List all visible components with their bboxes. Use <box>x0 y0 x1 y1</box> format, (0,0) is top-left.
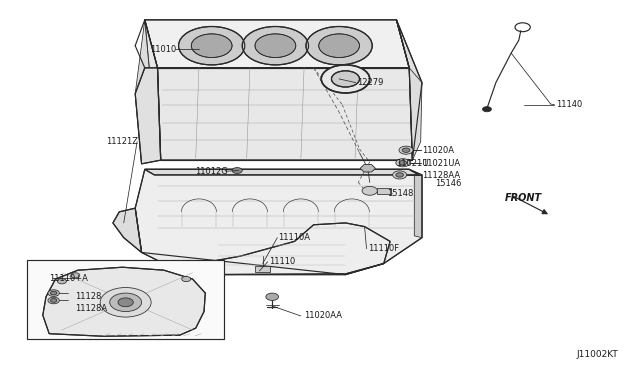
Bar <box>378 188 392 194</box>
Circle shape <box>266 293 278 301</box>
Polygon shape <box>113 208 141 253</box>
Text: 11010: 11010 <box>150 45 177 54</box>
Text: 15148: 15148 <box>387 189 413 198</box>
Text: 11110F: 11110F <box>368 244 399 253</box>
Polygon shape <box>396 20 422 160</box>
Polygon shape <box>43 267 205 336</box>
Text: FRONT: FRONT <box>505 193 542 203</box>
Text: 11128AA: 11128AA <box>422 171 460 180</box>
Circle shape <box>48 290 60 296</box>
Circle shape <box>243 26 308 65</box>
Polygon shape <box>409 68 422 160</box>
Text: 11128: 11128 <box>75 292 101 301</box>
Circle shape <box>396 173 403 177</box>
Text: 11020AA: 11020AA <box>304 311 342 320</box>
Circle shape <box>51 299 57 302</box>
Polygon shape <box>414 175 422 238</box>
Circle shape <box>232 167 243 173</box>
Circle shape <box>58 279 67 284</box>
Circle shape <box>402 148 410 153</box>
Text: 11121Z: 11121Z <box>106 137 138 146</box>
Text: J11002KT: J11002KT <box>577 350 618 359</box>
Circle shape <box>255 34 296 58</box>
Circle shape <box>362 164 374 172</box>
Polygon shape <box>135 169 422 275</box>
Circle shape <box>321 65 370 93</box>
Polygon shape <box>145 20 409 68</box>
Circle shape <box>332 71 360 87</box>
Polygon shape <box>135 20 151 164</box>
Circle shape <box>182 276 191 282</box>
Polygon shape <box>360 164 376 172</box>
Circle shape <box>399 146 413 154</box>
Circle shape <box>109 293 141 311</box>
Circle shape <box>483 107 492 112</box>
Polygon shape <box>145 20 167 153</box>
Circle shape <box>306 26 372 65</box>
Circle shape <box>319 34 360 58</box>
Bar <box>255 266 270 272</box>
Polygon shape <box>145 169 419 175</box>
Text: 11021U: 11021U <box>396 159 429 169</box>
Circle shape <box>51 291 57 295</box>
Circle shape <box>399 161 406 165</box>
Circle shape <box>191 34 232 58</box>
Text: 11110: 11110 <box>269 257 295 266</box>
Text: 11128A: 11128A <box>75 304 107 313</box>
Text: 11140: 11140 <box>556 100 582 109</box>
Text: 11110A: 11110A <box>278 233 310 242</box>
Text: 12279: 12279 <box>357 78 383 87</box>
Text: 11020A: 11020A <box>422 147 454 155</box>
Text: 15146: 15146 <box>435 179 461 187</box>
Circle shape <box>362 186 378 195</box>
Polygon shape <box>199 223 390 275</box>
Circle shape <box>118 298 133 307</box>
Circle shape <box>393 171 406 179</box>
Polygon shape <box>135 68 161 164</box>
Circle shape <box>396 159 410 167</box>
Text: 11012G: 11012G <box>195 167 228 176</box>
Circle shape <box>71 273 80 278</box>
Text: 11021UA: 11021UA <box>422 159 460 169</box>
Circle shape <box>179 26 245 65</box>
Text: 11110+A: 11110+A <box>49 274 88 283</box>
Bar <box>27 260 225 339</box>
Circle shape <box>48 297 60 304</box>
Circle shape <box>100 288 151 317</box>
Polygon shape <box>157 68 412 160</box>
